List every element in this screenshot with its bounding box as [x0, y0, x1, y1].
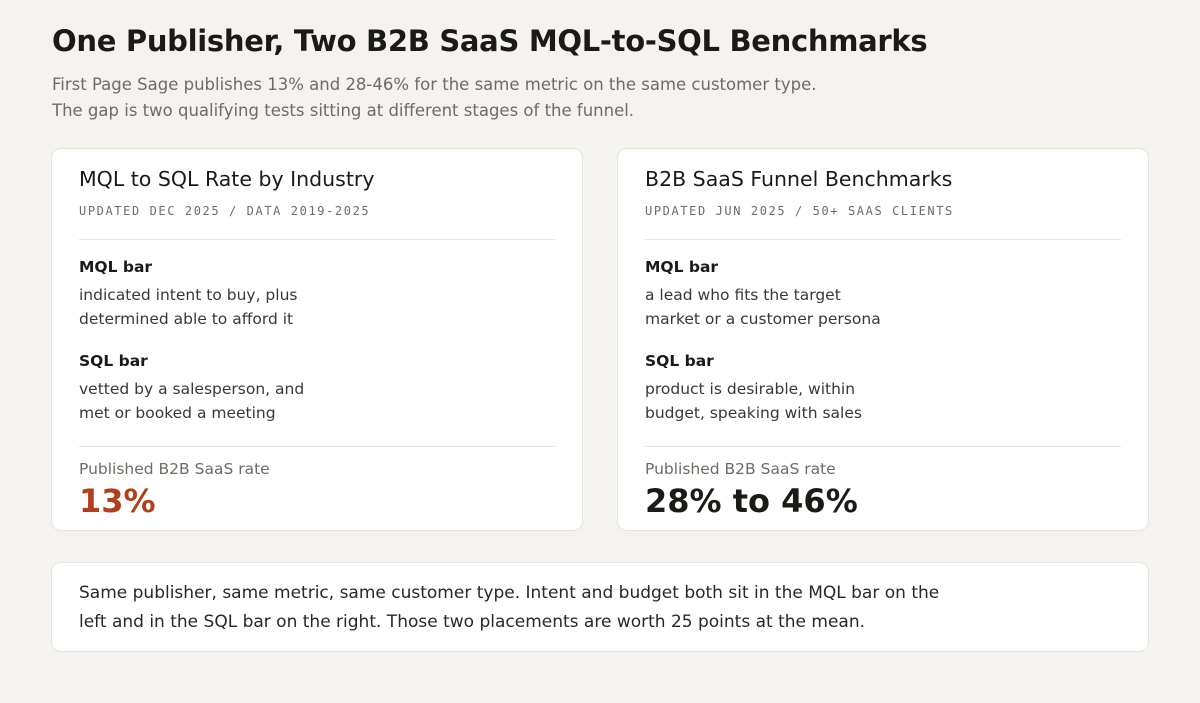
definition-line: a lead who fits the target — [645, 286, 841, 304]
rate-label: Published B2B SaaS rate — [79, 460, 270, 478]
sql-bar-heading: SQL bar — [79, 352, 148, 370]
mql-bar-definition: a lead who fits the target market or a c… — [645, 283, 881, 331]
card-title: MQL to SQL Rate by Industry — [79, 167, 375, 191]
mql-bar-heading: MQL bar — [645, 258, 719, 276]
definition-line: met or booked a meeting — [79, 404, 276, 422]
definition-line: vetted by a salesperson, and — [79, 380, 305, 398]
page-title: One Publisher, Two B2B SaaS MQL-to-SQL B… — [52, 24, 928, 58]
sql-bar-heading: SQL bar — [645, 352, 714, 370]
card-meta: UPDATED JUN 2025 / 50+ SAAS CLIENTS — [645, 204, 954, 218]
rate-value: 28% to 46% — [645, 482, 858, 520]
rate-label: Published B2B SaaS rate — [645, 460, 836, 478]
note-line: Same publisher, same metric, same custom… — [79, 583, 940, 603]
card-title: B2B SaaS Funnel Benchmarks — [645, 167, 953, 191]
definition-line: market or a customer persona — [645, 310, 881, 328]
definition-line: budget, speaking with sales — [645, 404, 862, 422]
note-line: left and in the SQL bar on the right. Th… — [79, 612, 866, 632]
benchmark-card-industry: MQL to SQL Rate by Industry UPDATED DEC … — [51, 148, 583, 531]
sql-bar-definition: product is desirable, within budget, spe… — [645, 377, 862, 425]
summary-note: Same publisher, same metric, same custom… — [51, 562, 1149, 652]
card-meta: UPDATED DEC 2025 / DATA 2019-2025 — [79, 204, 371, 218]
subtitle-line: First Page Sage publishes 13% and 28-46%… — [52, 75, 817, 94]
definition-line: determined able to afford it — [79, 310, 294, 328]
subtitle-line: The gap is two qualifying tests sitting … — [52, 101, 635, 120]
divider — [645, 239, 1121, 240]
page-subtitle: First Page Sage publishes 13% and 28-46%… — [52, 72, 816, 124]
divider — [79, 239, 555, 240]
benchmark-card-saas-funnel: B2B SaaS Funnel Benchmarks UPDATED JUN 2… — [617, 148, 1149, 531]
rate-value: 13% — [79, 482, 156, 520]
mql-bar-definition: indicated intent to buy, plus determined… — [79, 283, 297, 331]
sql-bar-definition: vetted by a salesperson, and met or book… — [79, 377, 304, 425]
definition-line: indicated intent to buy, plus — [79, 286, 298, 304]
mql-bar-heading: MQL bar — [79, 258, 153, 276]
definition-line: product is desirable, within — [645, 380, 856, 398]
divider — [645, 446, 1121, 447]
divider — [79, 446, 555, 447]
